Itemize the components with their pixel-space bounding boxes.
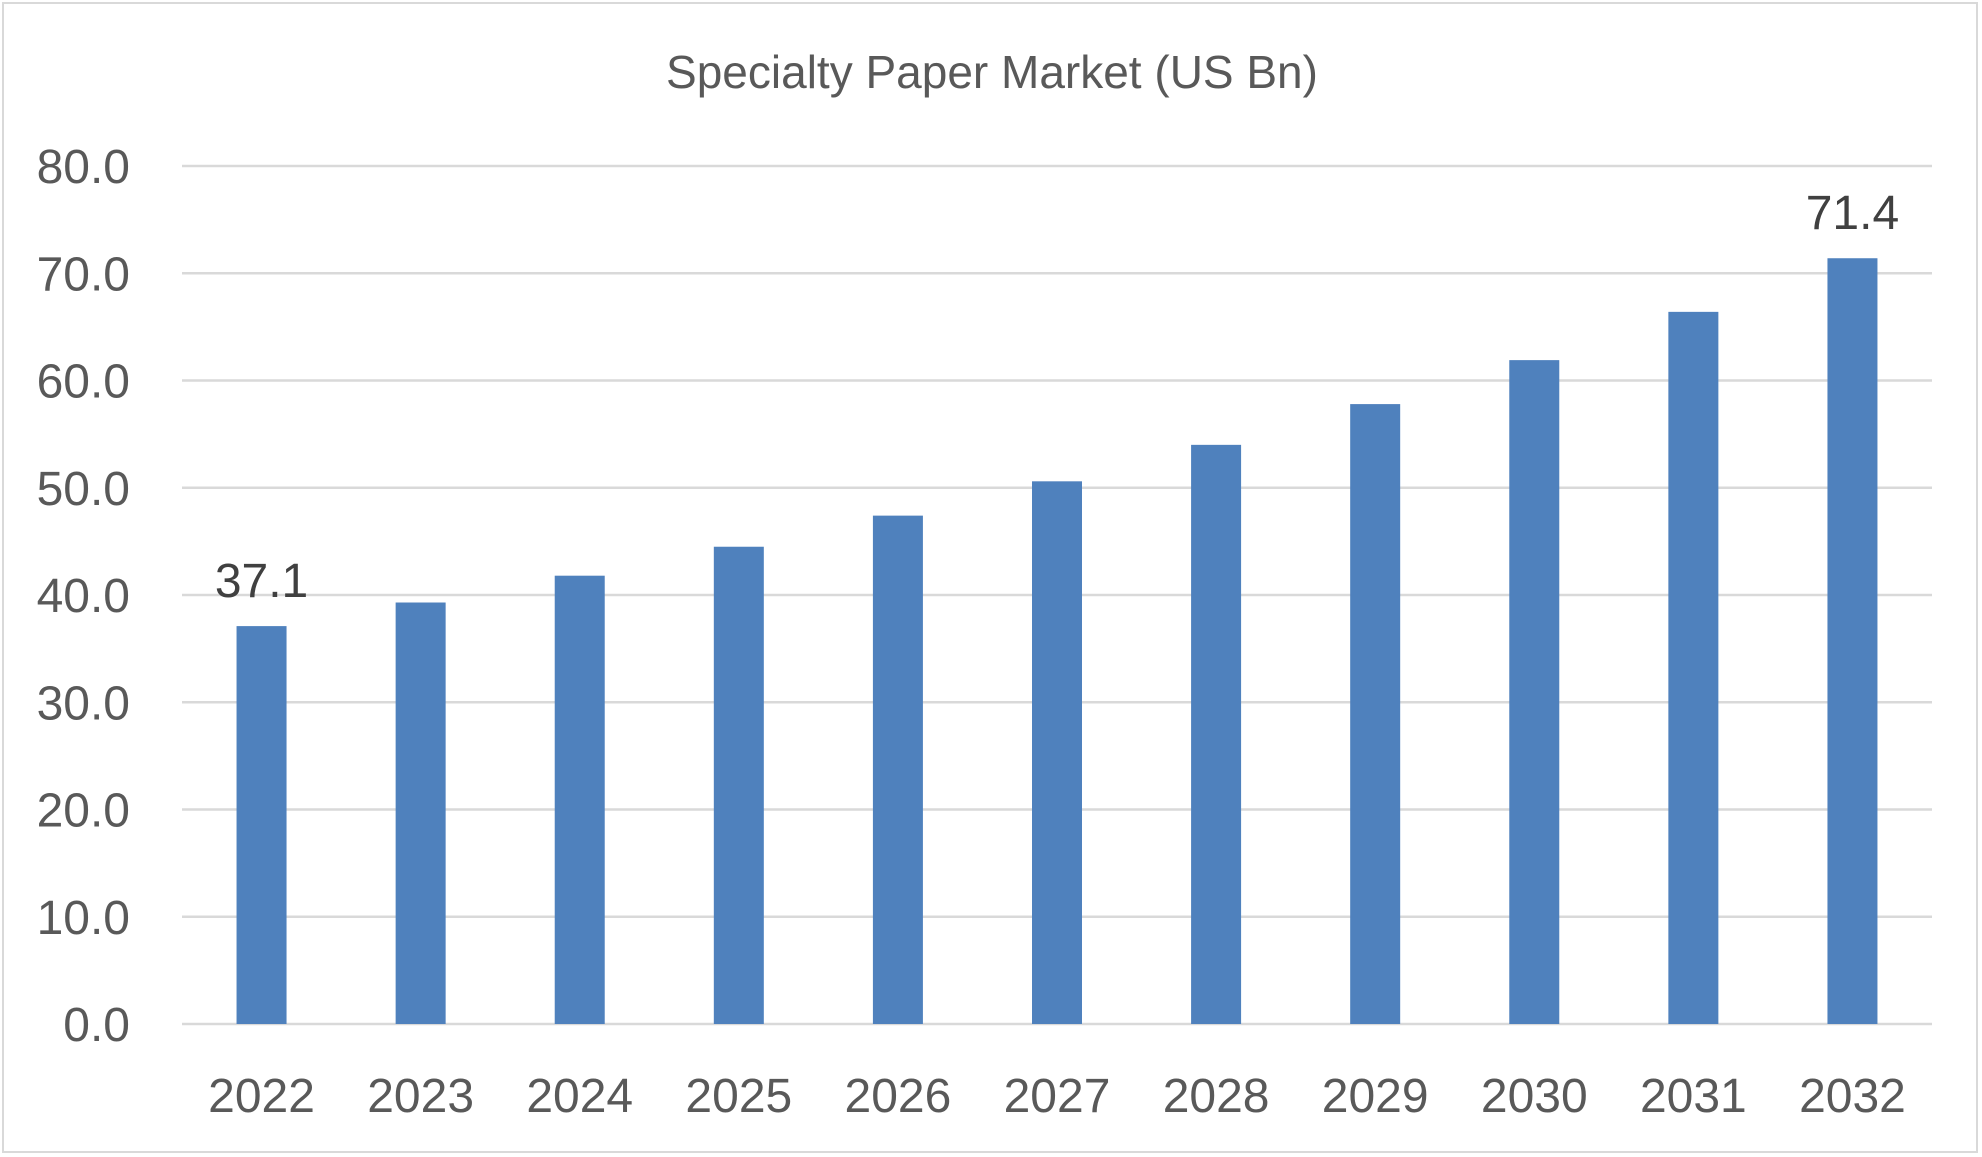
x-axis-ticks: 2022 2023 2024 2025 2026 2027 2028 2029 2030 2031… [208, 1070, 1906, 1123]
y-tick-label: 10.0 [37, 892, 130, 945]
x-tick-label: 2026 [845, 1070, 952, 1123]
data-labels: 37.1 71.4 [215, 187, 1899, 608]
bar-2025 [713, 546, 764, 1024]
y-tick-label: 40.0 [37, 570, 130, 623]
bar-2024 [554, 575, 605, 1024]
bar-2022 [236, 626, 287, 1024]
x-tick-label: 2023 [367, 1070, 474, 1123]
bar-chart: Specialty Paper Market (US Bn) 0.0 10.0 20… [37, 46, 1932, 1123]
bar-2032 [1827, 258, 1878, 1024]
data-label: 71.4 [1806, 187, 1899, 240]
y-tick-label: 30.0 [37, 677, 130, 730]
x-tick-label: 2024 [526, 1070, 633, 1123]
bar-2027 [1032, 481, 1082, 1024]
y-tick-label: 60.0 [37, 356, 130, 409]
x-tick-label: 2031 [1640, 1070, 1747, 1123]
y-axis-ticks: 0.0 10.0 20.0 30.0 40.0 50.0 60.0 70.0 80.0 [37, 141, 130, 1052]
x-tick-label: 2032 [1799, 1070, 1906, 1123]
bar-2029 [1350, 404, 1401, 1025]
x-tick-label: 2025 [685, 1070, 792, 1123]
bar-2030 [1509, 360, 1560, 1024]
bars [236, 258, 1878, 1025]
x-tick-label: 2028 [1163, 1070, 1270, 1123]
x-tick-label: 2030 [1481, 1070, 1588, 1123]
bar-2028 [1191, 444, 1242, 1025]
x-tick-label: 2029 [1322, 1070, 1429, 1123]
bar-2023 [395, 602, 446, 1024]
y-tick-label: 80.0 [37, 141, 130, 194]
y-tick-label: 70.0 [37, 248, 130, 301]
y-tick-label: 0.0 [63, 999, 130, 1052]
chart-title: Specialty Paper Market (US Bn) [666, 46, 1318, 98]
bar-2031 [1668, 311, 1719, 1024]
data-label: 37.1 [215, 555, 308, 608]
y-tick-label: 50.0 [37, 463, 130, 516]
x-tick-label: 2027 [1004, 1070, 1111, 1123]
y-tick-label: 20.0 [37, 785, 130, 838]
bar-2026 [872, 515, 923, 1024]
x-tick-label: 2022 [208, 1070, 315, 1123]
